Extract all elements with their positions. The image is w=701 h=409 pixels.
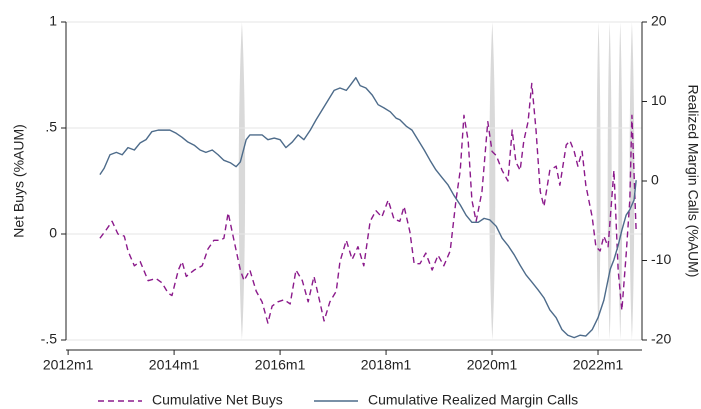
shaded-period	[489, 22, 496, 340]
shaded-period	[596, 22, 601, 340]
x-tick-label: 2020m1	[467, 357, 518, 373]
y2-tick-label: 10	[651, 92, 667, 108]
x-tick-label: 2016m1	[255, 357, 306, 373]
y-tick-label: -.5	[41, 331, 58, 347]
x-tick-label: 2014m1	[149, 357, 200, 373]
y2-tick-label: 20	[651, 13, 667, 29]
y2-tick-label: 0	[651, 172, 659, 188]
y-tick-label: .5	[45, 119, 57, 135]
y2-tick-label: -20	[651, 331, 671, 347]
y-tick-label: 0	[49, 225, 57, 241]
x-tick-label: 2012m1	[43, 357, 94, 373]
shaded-period	[238, 22, 246, 340]
y-tick-label: 1	[49, 13, 57, 29]
y-axis-title: Net Buys (%AUM)	[11, 124, 27, 238]
y2-tick-label: -10	[651, 251, 671, 267]
series-line	[99, 76, 637, 339]
shaded-period	[607, 22, 612, 340]
x-tick-label: 2022m1	[573, 357, 624, 373]
shaded-period	[618, 22, 623, 340]
series-line	[99, 82, 637, 324]
y2-axis-title: Realized Margin Calls (%AUM)	[685, 85, 701, 278]
legend-label: Cumulative Realized Margin Calls	[368, 392, 578, 408]
legend-label: Cumulative Net Buys	[152, 392, 283, 408]
shaded-period	[629, 22, 635, 340]
x-tick-label: 2018m1	[361, 357, 412, 373]
